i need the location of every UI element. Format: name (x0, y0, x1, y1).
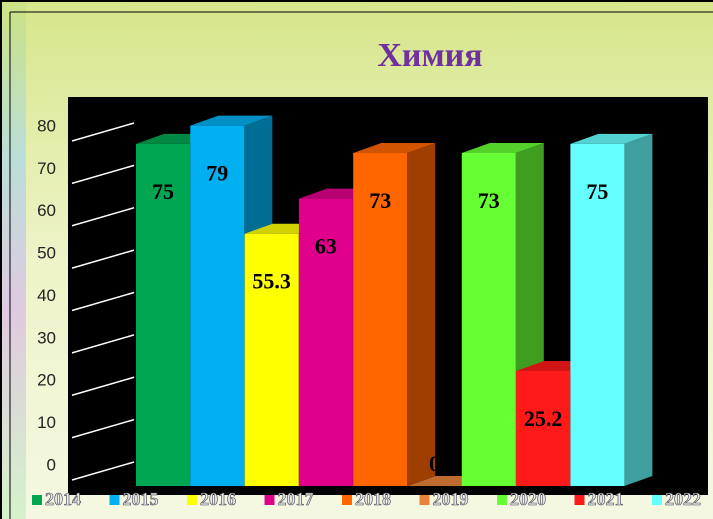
legend-swatch (32, 495, 42, 505)
bar-face (353, 142, 436, 153)
grid-line (71, 418, 135, 439)
value-label: 79 (206, 161, 228, 186)
legend-swatch (109, 495, 120, 505)
chart-title: Химия (377, 37, 482, 74)
legend-label: 2022 (665, 489, 701, 509)
legend-swatch (574, 495, 585, 505)
y-tick-label: 70 (37, 159, 56, 178)
grid-line (71, 334, 135, 354)
bar-face (190, 115, 273, 126)
legend-swatch (497, 495, 507, 505)
legend-label: 2019 (433, 489, 469, 509)
value-label: 55.3 (252, 269, 291, 294)
bar-face (461, 142, 544, 153)
legend-swatch (342, 495, 352, 505)
legend-label: 2018 (355, 489, 391, 509)
y-tick-label: 50 (37, 244, 56, 263)
legend-swatch (652, 495, 662, 505)
y-tick-label: 80 (37, 116, 56, 135)
grid-line (71, 122, 135, 142)
bar-face (570, 133, 653, 144)
y-tick-label: 0 (47, 455, 56, 474)
legend-label: 2014 (45, 489, 81, 509)
value-label: 0 (429, 451, 440, 476)
bar-face (461, 152, 516, 486)
bar-face (353, 152, 408, 486)
y-tick-label: 10 (37, 413, 56, 432)
value-label: 73 (369, 188, 391, 213)
value-label: 25.2 (524, 406, 563, 431)
legend-label: 2020 (510, 489, 546, 509)
legend-label: 2015 (123, 489, 159, 509)
value-label: 63 (315, 234, 337, 259)
y-tick-label: 60 (37, 201, 56, 220)
grid-line (71, 291, 135, 312)
grid-line (71, 461, 135, 481)
grid-line (71, 164, 135, 185)
bar-face (570, 143, 625, 486)
legend-swatch (419, 495, 430, 505)
grid-line (71, 249, 135, 269)
y-tick-label: 40 (37, 286, 56, 305)
edge (0, 0, 26, 519)
y-tick-label: 30 (37, 328, 56, 347)
legend-label: 2016 (200, 489, 236, 509)
legend-swatch (187, 495, 197, 505)
bar-face (407, 142, 436, 486)
bar-face (244, 233, 299, 486)
legend-label: 2021 (588, 489, 624, 509)
grid-line (71, 376, 135, 396)
value-label: 75 (152, 179, 174, 204)
bar-face (298, 198, 353, 486)
bar-face (516, 371, 571, 486)
bar (570, 133, 653, 486)
grid-line (71, 207, 135, 227)
bar-face (190, 125, 245, 486)
legend-label: 2017 (278, 489, 314, 509)
legend-swatch (264, 495, 275, 505)
value-label: 73 (478, 188, 500, 213)
bar-face (624, 133, 653, 486)
bar (353, 142, 436, 486)
value-label: 75 (586, 179, 608, 204)
y-tick-label: 20 (37, 371, 56, 390)
bar-face (136, 143, 190, 486)
